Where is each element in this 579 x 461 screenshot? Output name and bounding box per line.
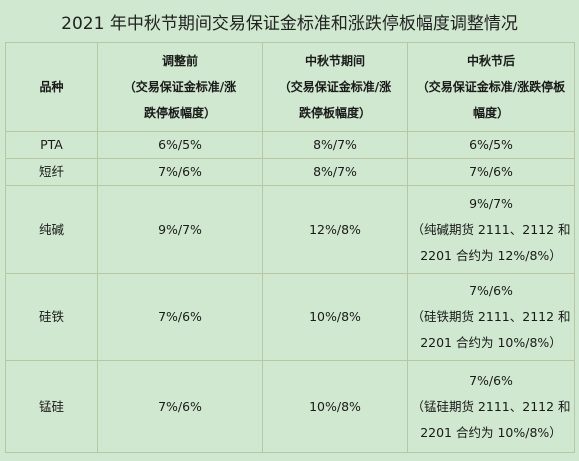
page-title: 2021 年中秋节期间交易保证金标准和涨跌停板幅度调整情况 <box>61 13 518 34</box>
header-during-line: （交易保证金标准/涨 <box>278 80 392 94</box>
cell-during: 8%/7% <box>262 158 408 186</box>
cell-after-line: 2201 合约为 12%/8%） <box>420 247 562 263</box>
cell-after-line: （硅铁期货 2111、2112 和 <box>411 309 571 324</box>
cell-variety: 纯碱 <box>5 185 98 274</box>
header-during: 中秋节期间 （交易保证金标准/涨 跌停板幅度） <box>262 42 408 132</box>
header-after-line: 幅度） <box>472 106 509 120</box>
header-after: 中秋节后 （交易保证金标准/涨跌停板 幅度） <box>407 42 575 132</box>
header-before-line: （交易保证金标准/涨 <box>123 80 237 94</box>
cell-after-line: 7%/6% <box>469 372 513 388</box>
cell-after-line: 2201 合约为 10%/8%） <box>420 335 562 350</box>
cell-during: 12%/8% <box>262 185 408 274</box>
header-after-line: （交易保证金标准/涨跌停板 <box>416 80 566 94</box>
header-variety: 品种 <box>5 42 98 132</box>
cell-after-line: 2201 合约为 10%/8%） <box>420 424 562 440</box>
header-before-line: 调整前 <box>161 54 198 68</box>
adjustment-table: 品种 调整前 （交易保证金标准/涨 跌停板幅度） 中秋节期间 （交易保证金标准/… <box>5 42 575 453</box>
cell-after-line: （纯碱期货 2111、2112 和 <box>411 221 571 237</box>
cell-during: 10%/8% <box>262 273 408 361</box>
table-row: 锰硅 7%/6% 10%/8% 7%/6% （锰硅期货 2111、2112 和 … <box>5 360 575 453</box>
cell-after: 7%/6% （锰硅期货 2111、2112 和 2201 合约为 10%/8%） <box>407 360 575 453</box>
cell-variety: 短纤 <box>5 158 98 186</box>
cell-after: 7%/6% （硅铁期货 2111、2112 和 2201 合约为 10%/8%） <box>407 273 575 361</box>
cell-after-line: 9%/7% <box>469 195 513 211</box>
header-before-line: 跌停板幅度） <box>143 106 216 120</box>
table-row: 硅铁 7%/6% 10%/8% 7%/6% （硅铁期货 2111、2112 和 … <box>5 273 575 361</box>
cell-after-line: （锰硅期货 2111、2112 和 <box>411 398 571 414</box>
table-row: PTA 6%/5% 8%/7% 6%/5% <box>5 131 575 159</box>
header-during-line: 跌停板幅度） <box>298 106 371 120</box>
cell-after-line: 7%/6% <box>469 283 513 298</box>
cell-before: 7%/6% <box>97 158 263 186</box>
header-after-line: 中秋节后 <box>466 54 515 68</box>
cell-variety: 硅铁 <box>5 273 98 361</box>
cell-variety: 锰硅 <box>5 360 98 453</box>
table-row: 短纤 7%/6% 8%/7% 7%/6% <box>5 158 575 186</box>
cell-during: 10%/8% <box>262 360 408 453</box>
header-during-line: 中秋节期间 <box>304 54 365 68</box>
table-row: 纯碱 9%/7% 12%/8% 9%/7% （纯碱期货 2111、2112 和 … <box>5 185 575 274</box>
cell-before: 7%/6% <box>97 273 263 361</box>
cell-after: 6%/5% <box>407 131 575 159</box>
table-header-row: 品种 调整前 （交易保证金标准/涨 跌停板幅度） 中秋节期间 （交易保证金标准/… <box>5 42 575 132</box>
cell-variety: PTA <box>5 131 98 159</box>
header-before: 调整前 （交易保证金标准/涨 跌停板幅度） <box>97 42 263 132</box>
cell-after: 9%/7% （纯碱期货 2111、2112 和 2201 合约为 12%/8%） <box>407 185 575 274</box>
cell-before: 6%/5% <box>97 131 263 159</box>
cell-before: 9%/7% <box>97 185 263 274</box>
cell-after: 7%/6% <box>407 158 575 186</box>
cell-before: 7%/6% <box>97 360 263 453</box>
cell-during: 8%/7% <box>262 131 408 159</box>
